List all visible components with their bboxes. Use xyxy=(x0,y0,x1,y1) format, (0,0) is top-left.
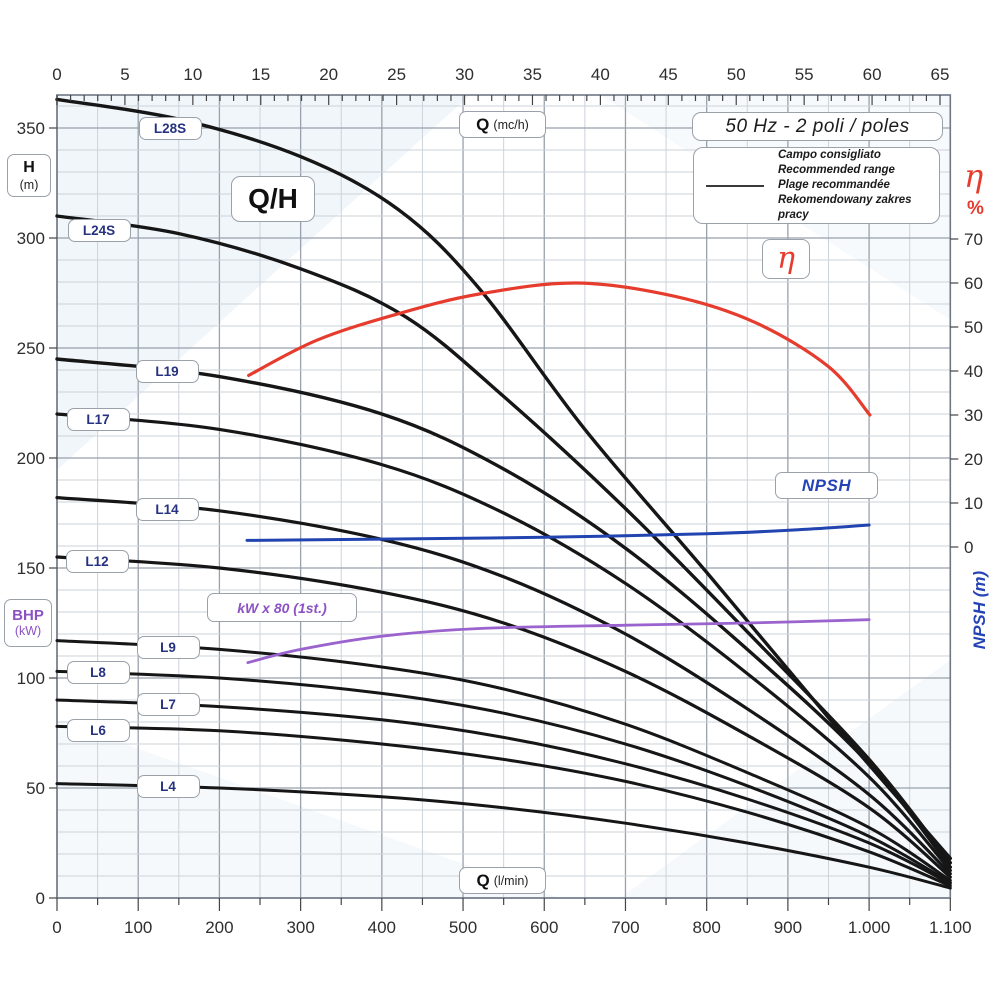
legend-line-4: Rekomendowany zakres pracy xyxy=(778,193,912,221)
top-tick-label: 65 xyxy=(931,65,950,84)
q-bottom-unit: (l/min) xyxy=(493,873,529,888)
right-tick-label: 0 xyxy=(964,538,973,557)
legend-box: Campo consigliato Recommended range Plag… xyxy=(693,147,940,224)
power-curve xyxy=(246,618,871,664)
q-top-unit-box: Q (mc/h) xyxy=(459,111,546,138)
legend-line-sample xyxy=(706,184,764,187)
curve-L17 xyxy=(55,412,952,873)
q-top-symbol: Q xyxy=(476,114,490,134)
pump-label-L17: L17 xyxy=(66,407,130,431)
pump-label-L24S: L24S xyxy=(67,218,131,242)
bottom-tick-label: 200 xyxy=(205,918,233,937)
bottom-tick-label: 1.100 xyxy=(929,918,972,937)
legend-line-1: Campo consigliato xyxy=(778,149,881,162)
axis-ticks xyxy=(49,95,959,911)
pump-label-L9: L9 xyxy=(136,635,200,659)
left-tick-label: 150 xyxy=(17,559,45,578)
bottom-tick-label: 100 xyxy=(124,918,152,937)
right-tick-label: 20 xyxy=(964,450,983,469)
curve-L4 xyxy=(55,782,952,890)
bottom-tick-label: 1.000 xyxy=(848,918,891,937)
right-tick-label: 10 xyxy=(964,494,983,513)
head-axis-box: H (m) xyxy=(7,154,51,197)
top-tick-label: 5 xyxy=(120,65,129,84)
left-tick-label: 100 xyxy=(17,669,45,688)
top-tick-label: 55 xyxy=(795,65,814,84)
pump-label-L12: L12 xyxy=(65,549,129,573)
qh-curves xyxy=(55,97,952,890)
bottom-tick-label: 0 xyxy=(52,918,61,937)
head-unit: (m) xyxy=(19,177,39,192)
left-tick-label: 250 xyxy=(17,339,45,358)
bhp-axis-box: BHP (kW) xyxy=(4,599,52,647)
curve-L6 xyxy=(55,724,952,888)
top-tick-label: 25 xyxy=(387,65,406,84)
title-box: 50 Hz - 2 poli / poles xyxy=(692,112,943,141)
pump-label-L6: L6 xyxy=(66,718,130,742)
top-tick-label: 60 xyxy=(863,65,882,84)
pump-label-L28S: L28S xyxy=(138,116,202,140)
left-tick-label: 0 xyxy=(36,889,45,908)
curve-L14 xyxy=(55,496,952,876)
right-tick-label: 50 xyxy=(964,318,983,337)
legend-line-3: Plage recommandée xyxy=(778,179,890,192)
npsh-axis-label-wrap: NPSH (m) xyxy=(915,571,1000,649)
curve-L24S xyxy=(55,214,952,865)
top-tick-label: 15 xyxy=(251,65,270,84)
pump-label-L7: L7 xyxy=(136,692,200,716)
qh-callout-box: Q/H xyxy=(231,176,315,222)
pump-label-L4: L4 xyxy=(136,774,200,798)
npsh-axis-label: NPSH (m) xyxy=(970,570,989,650)
bottom-tick-label: 300 xyxy=(286,918,314,937)
q-top-unit: (mc/h) xyxy=(493,117,529,132)
top-tick-label: 20 xyxy=(319,65,338,84)
legend-line-2: Recommended range xyxy=(778,164,895,177)
top-tick-label: 30 xyxy=(455,65,474,84)
right-tick-label: 30 xyxy=(964,406,983,425)
bottom-tick-label: 600 xyxy=(530,918,558,937)
q-bottom-unit-box: Q (l/min) xyxy=(459,867,546,894)
q-bottom-symbol: Q xyxy=(476,870,490,890)
top-tick-label: 50 xyxy=(727,65,746,84)
axis-tick-labels: 0 5 10 15 20 25 30 35 40 45 50 55 60 650 100 200 300 400 5… xyxy=(17,65,983,937)
npsh-callout-box: NPSH xyxy=(775,472,878,499)
top-tick-label: 10 xyxy=(183,65,202,84)
bottom-tick-label: 400 xyxy=(368,918,396,937)
top-tick-label: 35 xyxy=(523,65,542,84)
eta-axis-percent: % xyxy=(967,198,984,219)
kw-callout-box: kW x 80 (1st.) xyxy=(207,593,357,622)
bottom-tick-label: 800 xyxy=(692,918,720,937)
bottom-tick-label: 900 xyxy=(774,918,802,937)
left-tick-label: 200 xyxy=(17,449,45,468)
pump-label-L14: L14 xyxy=(135,497,199,521)
curve-L7 xyxy=(55,698,952,886)
bottom-tick-label: 500 xyxy=(449,918,477,937)
eta-callout-box: η xyxy=(762,239,810,279)
eta-axis-label: η xyxy=(964,157,984,195)
left-tick-label: 300 xyxy=(17,229,45,248)
curve-L12 xyxy=(55,555,952,879)
eta-curve xyxy=(247,281,872,417)
npsh-curve xyxy=(245,523,871,542)
right-tick-label: 60 xyxy=(964,274,983,293)
curve-L8 xyxy=(55,669,952,885)
right-tick-label: 70 xyxy=(964,230,983,249)
curve-L9 xyxy=(55,639,952,882)
left-tick-label: 50 xyxy=(26,779,45,798)
pump-label-L8: L8 xyxy=(66,660,130,684)
bhp-symbol: BHP xyxy=(12,607,44,625)
legend-text: Campo consigliato Recommended range Plag… xyxy=(778,148,929,223)
right-tick-label: 40 xyxy=(964,362,983,381)
eta-symbol: η xyxy=(777,241,795,276)
left-tick-label: 350 xyxy=(17,119,45,138)
bottom-tick-label: 700 xyxy=(611,918,639,937)
top-tick-label: 40 xyxy=(591,65,610,84)
pump-label-L19: L19 xyxy=(135,359,199,383)
head-symbol: H xyxy=(23,159,35,177)
bhp-unit: (kW) xyxy=(14,624,42,639)
top-tick-label: 45 xyxy=(659,65,678,84)
top-tick-label: 0 xyxy=(52,65,61,84)
curve-L19 xyxy=(55,357,952,869)
